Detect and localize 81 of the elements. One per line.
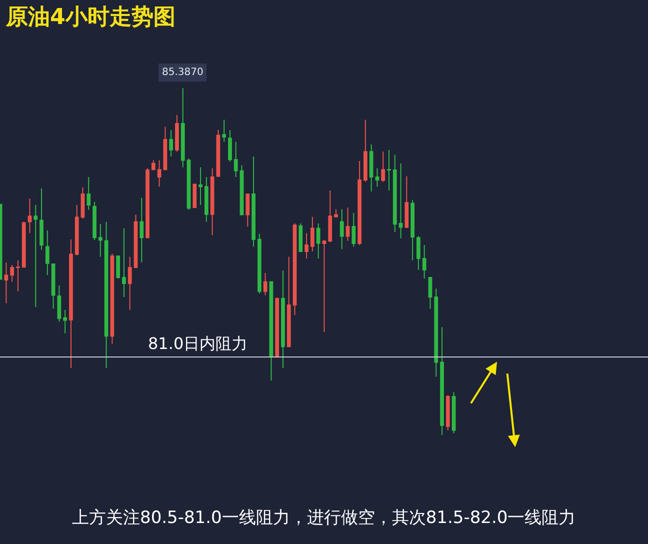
candlestick [340,208,344,250]
candlestick [134,214,138,269]
candlestick [222,119,226,142]
candlestick [51,264,56,310]
candlestick [204,176,208,222]
candlestick [28,198,32,234]
candlestick [446,394,450,431]
candlestick [240,164,244,216]
candlestick [381,151,386,182]
candlestick [275,298,280,358]
candlestick [16,260,20,292]
candlestick [34,204,38,308]
candlestick [298,222,303,252]
candlestick [57,285,62,322]
candlestick [246,193,250,228]
candlestick [151,160,156,170]
candlestick [252,156,256,248]
candlestick [192,184,197,209]
candlestick [310,216,314,252]
candlestick [63,309,68,334]
candlestick [186,158,191,210]
candlestick [122,228,126,298]
candlestick [74,204,79,256]
candlestick [322,240,326,333]
candlestick [375,168,380,188]
candlestick [358,160,362,246]
candlestick [281,270,285,369]
candlestick [440,326,444,436]
candlestick [286,256,291,348]
candlestick [92,201,96,241]
candlestick [4,262,8,304]
candlestick [146,168,150,239]
candlestick [404,176,409,229]
annotation: 85.3870 [162,67,204,78]
candlestick [10,264,14,282]
candlestick [86,176,91,210]
candlestick [398,162,403,239]
candlestick [387,149,391,191]
candlestick [80,186,85,220]
candlestick [169,130,174,157]
candlestick [363,119,368,182]
candlestick [304,232,308,259]
candlestick [110,253,114,344]
candlestick [346,206,350,242]
candlestick [428,276,432,310]
candlestick [140,197,144,263]
candlestick [180,88,185,168]
candlestick [22,221,26,268]
candlestick [157,160,162,188]
candlestick [228,130,232,162]
candlestick [316,222,320,259]
candlestick [328,190,332,242]
candlestick [216,129,220,178]
candlestick [45,230,50,276]
candlestick [416,236,420,270]
candlestick [369,144,374,192]
candlestick [257,233,262,294]
candlestick [234,141,238,178]
candlestick [175,114,179,152]
candlestick [40,188,44,250]
candlestick [116,256,120,280]
candlestick [269,281,274,382]
candlestick [263,272,268,296]
candlestick [392,154,397,233]
candlestick [163,126,168,170]
ref-line-label: 81.0日内阻力 [148,334,248,353]
candlestick [410,200,414,261]
candlestick [128,256,132,310]
candlestick [98,224,102,258]
candlestick [452,392,456,434]
text: 上方关注80.5-81.0一线阻力，进行做空，其次81.5-82.0一线阻力 [72,508,576,528]
candlestick [352,212,356,248]
candlestick [69,238,73,369]
candlestick [210,168,214,236]
chart-title: 原油4小时走势图 [5,5,176,30]
candlestick [198,166,202,206]
candlestick [104,221,108,369]
candlestick [434,288,438,378]
candlestick [292,222,297,316]
candlestick [422,244,426,280]
candlestick [334,208,338,218]
